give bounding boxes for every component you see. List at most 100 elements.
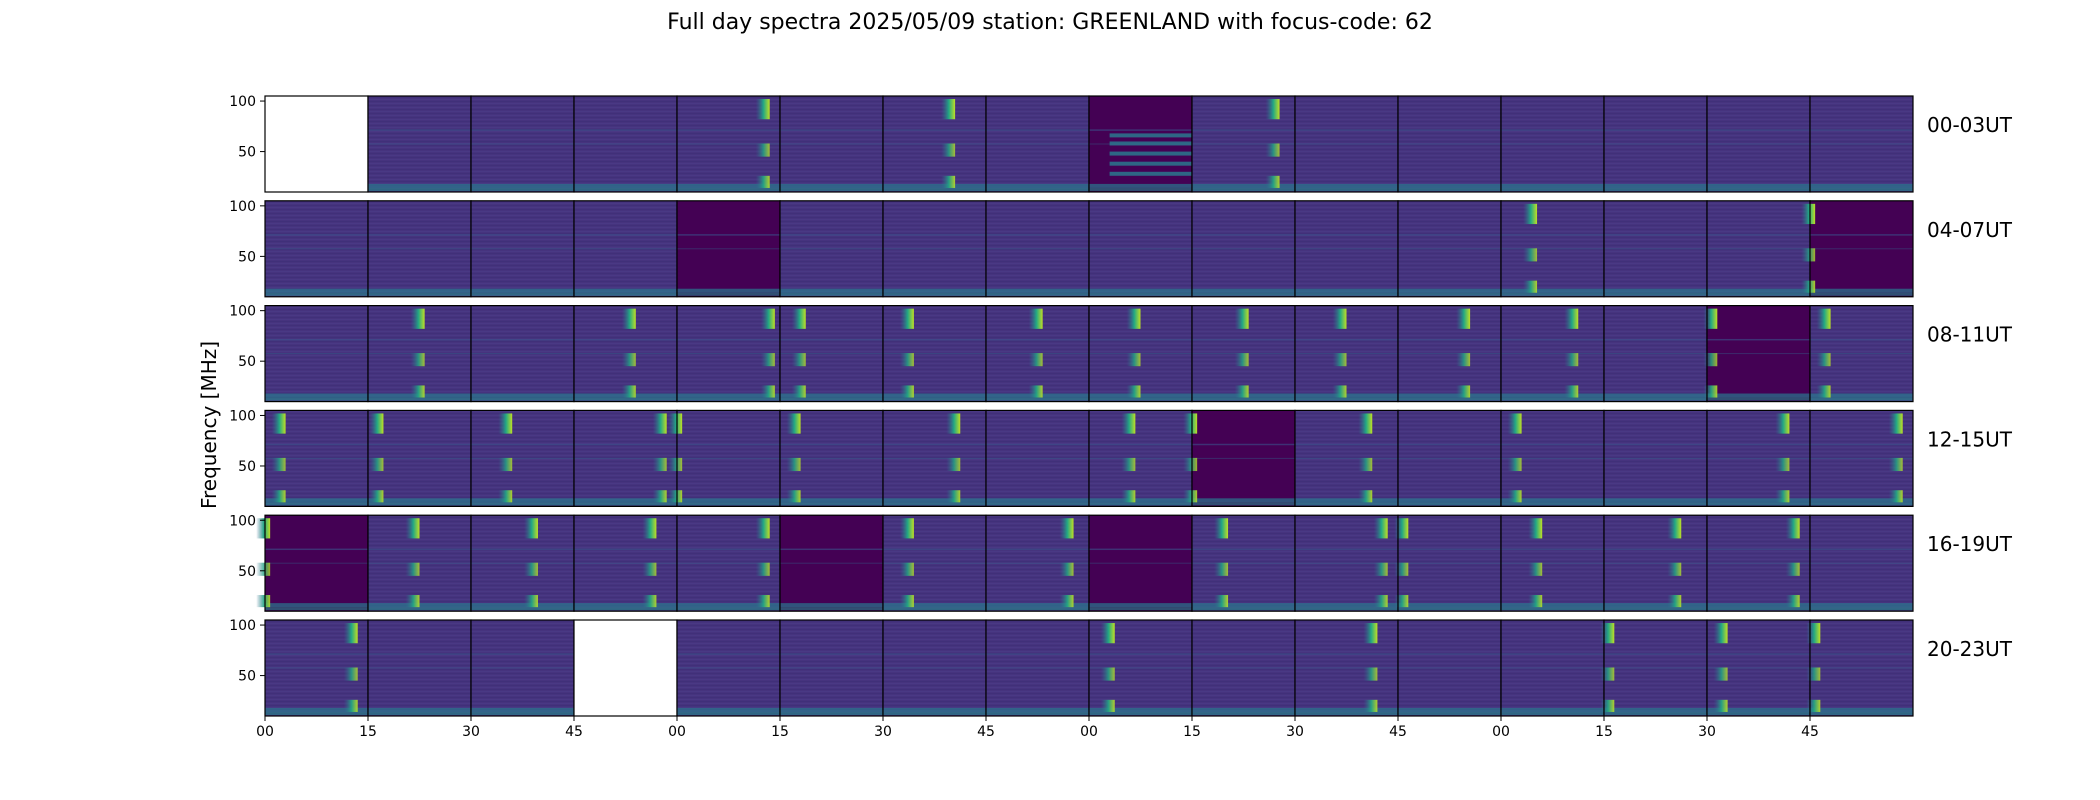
burst-mark: [1363, 623, 1378, 712]
spectrum-panel: [367, 619, 472, 717]
spectrum-panel: [367, 305, 472, 403]
spectrum-panel: [1191, 200, 1296, 298]
spectrum-panel: [1088, 200, 1193, 298]
burst-mark: [791, 308, 806, 398]
spectrum-panel: [676, 95, 781, 193]
spectrum-panel: [1088, 305, 1193, 403]
x-tick-label: 30: [1698, 724, 1716, 740]
x-tick-label: 30: [874, 724, 892, 740]
spectrum-panel: [264, 305, 369, 403]
spectrum-panel: [779, 514, 884, 612]
spectrum-panel: [779, 200, 884, 298]
burst-mark: [256, 518, 271, 608]
burst-mark: [1888, 413, 1903, 503]
spectrum-panel: [367, 409, 472, 507]
spectrum-panel: [470, 95, 575, 193]
burst-mark: [899, 308, 914, 398]
spectrum-panel: [1294, 619, 1399, 717]
spectra-row-3: 50 100 12-15UT: [229, 408, 2013, 507]
burst-mark: [899, 518, 914, 608]
burst-mark: [523, 518, 538, 608]
row-label: 20-23UT: [1927, 637, 2013, 661]
burst-mark: [1816, 308, 1831, 398]
burst-mark: [1507, 413, 1522, 503]
burst-mark: [498, 413, 513, 503]
x-tick-label: 45: [1389, 724, 1407, 740]
spectrum-panel: [1294, 305, 1399, 403]
y-tick-label: 50: [238, 249, 256, 265]
spectrum-panel: [1809, 95, 1914, 193]
spectrum-panel: [1294, 95, 1399, 193]
burst-mark: [1785, 518, 1800, 608]
spectrum-panel: [1603, 514, 1708, 612]
spectrum-panel: [882, 305, 987, 403]
burst-mark: [621, 308, 636, 398]
spectrum-panel: [470, 200, 575, 298]
spectrum-panel: [1706, 95, 1811, 193]
x-tick-label: 15: [1595, 724, 1613, 740]
spectrum-panel: [573, 200, 678, 298]
spectrum-panel: [470, 619, 575, 717]
spectrum-panel: [676, 619, 781, 717]
spectrum-panel: [1397, 619, 1502, 717]
burst-mark: [1801, 203, 1816, 293]
burst-mark: [1713, 623, 1728, 712]
x-tick-label: 30: [1286, 724, 1304, 740]
y-tick-label: 50: [238, 354, 256, 370]
spectrum-panel: [1397, 95, 1502, 193]
spectrum-panel: [256, 514, 369, 612]
spectrum-panel: [779, 95, 884, 193]
x-tick-label: 00: [1080, 724, 1098, 740]
spectra-row-0: 50 100 00-03UT: [229, 94, 2013, 193]
x-tick-label: 45: [977, 724, 995, 740]
y-tick-label: 100: [229, 618, 256, 634]
burst-mark: [410, 308, 425, 398]
spectrum-panel: [1600, 619, 1708, 717]
burst-mark: [1528, 518, 1543, 608]
spectrum-panel: [1088, 95, 1193, 193]
spectrum-panel: [573, 409, 678, 507]
spectrum-panel: [985, 514, 1090, 612]
spectrum-panel: [573, 305, 678, 403]
burst-mark: [1523, 203, 1538, 293]
burst-mark: [755, 99, 770, 188]
spectrum-panel: [1603, 95, 1708, 193]
burst-mark: [405, 518, 420, 608]
spectrum-panel: [676, 514, 781, 612]
spectrum-panel: [573, 514, 678, 612]
burst-mark: [1183, 413, 1198, 503]
burst-mark: [1265, 99, 1280, 188]
spectrum-panel: [985, 200, 1090, 298]
spectrum-panel: [1088, 619, 1193, 717]
row-label: 00-03UT: [1927, 113, 2013, 137]
spectrum-panel: [1294, 409, 1399, 507]
spectrum-panel: [676, 200, 781, 298]
spectrum-panel: [1809, 514, 1914, 612]
spectrum-panel: [367, 200, 472, 298]
x-tick-label: 15: [1183, 724, 1201, 740]
burst-mark: [1234, 308, 1249, 398]
spectra-row-2: 50 100 08-11UT: [229, 304, 2013, 403]
spectrum-panel: [1706, 514, 1811, 612]
burst-mark: [1564, 308, 1579, 398]
x-tick-label: 15: [359, 724, 377, 740]
burst-mark: [1332, 308, 1347, 398]
burst-mark: [1100, 623, 1115, 712]
y-tick-label: 50: [238, 669, 256, 685]
burst-mark: [1358, 413, 1373, 503]
spectra-row-5: 50 100 20-23UT: [229, 618, 2013, 717]
spectrum-panel: [1500, 305, 1605, 403]
spectrum-panel: [1394, 514, 1502, 612]
spectrum-panel: [1191, 95, 1296, 193]
burst-mark: [1373, 518, 1388, 608]
spectrum-panel: [985, 95, 1090, 193]
spectrum-panel: [1397, 409, 1502, 507]
x-tick-label: 30: [462, 724, 480, 740]
spectrum-panel: [367, 95, 472, 193]
x-tick-label: 00: [668, 724, 686, 740]
spectrum-panel: [264, 409, 369, 507]
x-tick-label: 15: [771, 724, 789, 740]
y-tick-label: 50: [238, 564, 256, 580]
spectrum-panel: [1706, 619, 1811, 717]
spectrum-panel: [1603, 409, 1708, 507]
